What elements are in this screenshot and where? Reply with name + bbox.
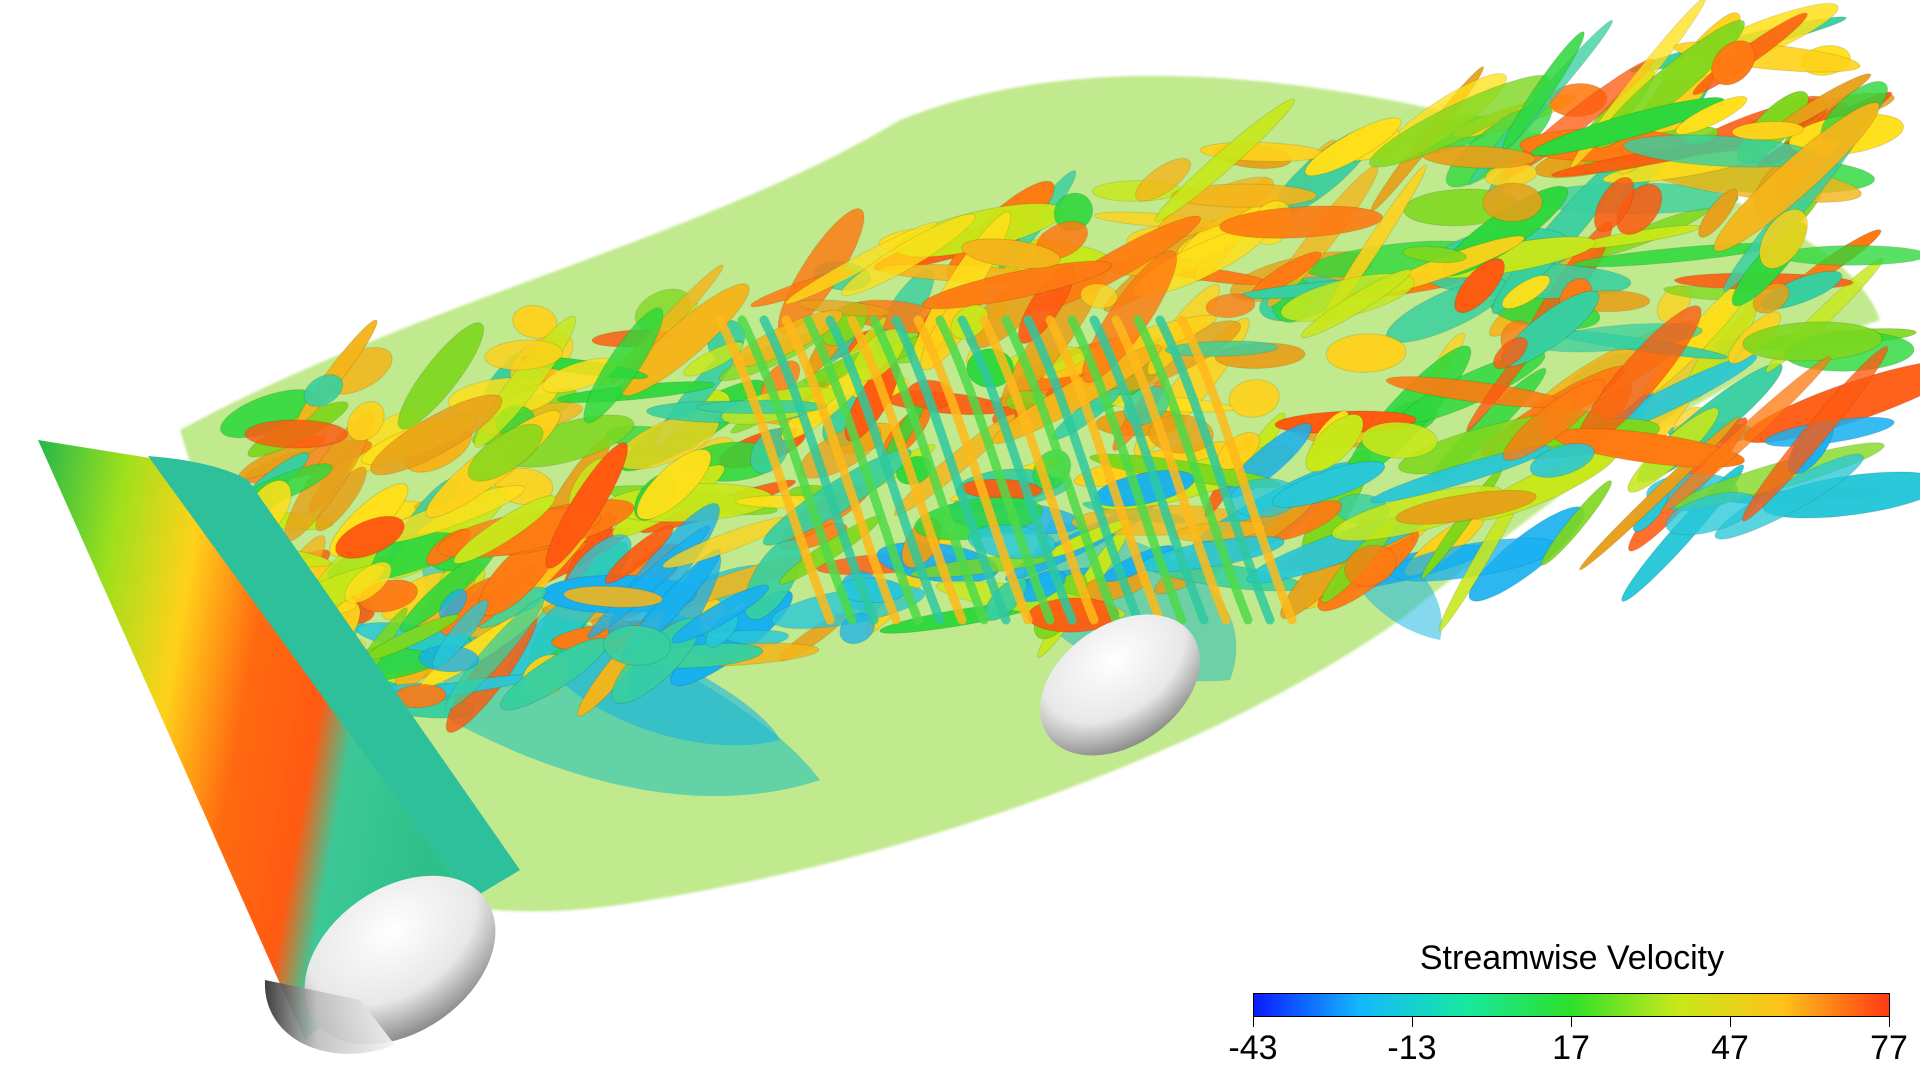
colorbar — [1253, 993, 1890, 1017]
upstream-cylinder — [38, 440, 520, 1054]
colorbar-tick — [1730, 1017, 1731, 1027]
colorbar-tick — [1412, 1017, 1413, 1027]
downstream-cylinder — [1040, 614, 1200, 756]
colorbar-tick-label: -43 — [1228, 1029, 1278, 1067]
colorbar-legend: Streamwise Velocity -43 -13 17 47 77 — [1228, 938, 1912, 1078]
legend-title: Streamwise Velocity — [1419, 939, 1725, 977]
colorbar-tick-label: 17 — [1552, 1029, 1590, 1067]
colorbar-tick-label: 77 — [1870, 1029, 1908, 1067]
colorbar-tick-label: 47 — [1711, 1029, 1749, 1067]
colorbar-tick — [1571, 1017, 1572, 1027]
colorbar-tick — [1889, 1017, 1890, 1027]
colorbar-tick — [1253, 1017, 1254, 1027]
colorbar-tick-label: -13 — [1387, 1029, 1437, 1067]
